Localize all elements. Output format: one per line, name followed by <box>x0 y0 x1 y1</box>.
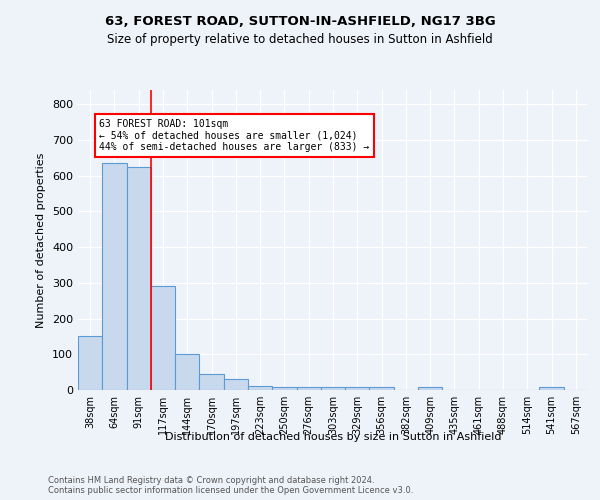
Bar <box>418 387 442 390</box>
Bar <box>151 286 175 390</box>
Text: Size of property relative to detached houses in Sutton in Ashfield: Size of property relative to detached ho… <box>107 32 493 46</box>
Bar <box>345 387 370 390</box>
Bar <box>175 354 199 390</box>
Bar <box>272 387 296 390</box>
Bar <box>102 163 127 390</box>
Bar <box>78 336 102 390</box>
Bar <box>199 374 224 390</box>
Text: Contains HM Land Registry data © Crown copyright and database right 2024.
Contai: Contains HM Land Registry data © Crown c… <box>48 476 413 495</box>
Bar <box>224 380 248 390</box>
Bar <box>296 387 321 390</box>
Bar <box>539 387 564 390</box>
Bar <box>370 387 394 390</box>
Y-axis label: Number of detached properties: Number of detached properties <box>37 152 46 328</box>
Text: 63 FOREST ROAD: 101sqm
← 54% of detached houses are smaller (1,024)
44% of semi-: 63 FOREST ROAD: 101sqm ← 54% of detached… <box>100 118 370 152</box>
Text: 63, FOREST ROAD, SUTTON-IN-ASHFIELD, NG17 3BG: 63, FOREST ROAD, SUTTON-IN-ASHFIELD, NG1… <box>104 15 496 28</box>
Bar <box>321 387 345 390</box>
Bar <box>127 167 151 390</box>
Bar <box>248 386 272 390</box>
Text: Distribution of detached houses by size in Sutton in Ashfield: Distribution of detached houses by size … <box>165 432 501 442</box>
